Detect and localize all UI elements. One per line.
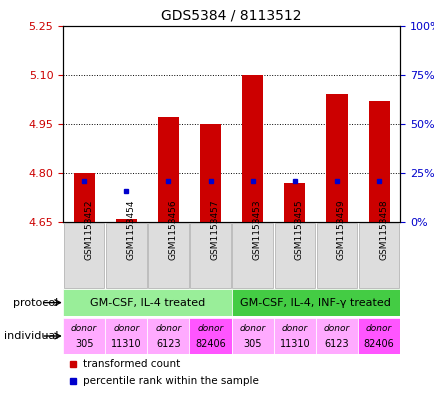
Title: GDS5384 / 8113512: GDS5384 / 8113512 — [161, 9, 301, 23]
FancyBboxPatch shape — [64, 223, 104, 288]
Text: transformed count: transformed count — [83, 359, 180, 369]
FancyBboxPatch shape — [316, 223, 356, 288]
Text: 6123: 6123 — [156, 339, 180, 349]
Text: GSM1153455: GSM1153455 — [294, 200, 303, 261]
Text: individual: individual — [4, 331, 59, 341]
Text: GM-CSF, IL-4 treated: GM-CSF, IL-4 treated — [89, 298, 204, 308]
FancyBboxPatch shape — [315, 318, 357, 354]
Text: donor: donor — [323, 324, 349, 333]
Text: GSM1153458: GSM1153458 — [378, 200, 387, 261]
Text: GSM1153454: GSM1153454 — [126, 200, 135, 260]
FancyBboxPatch shape — [63, 318, 105, 354]
FancyBboxPatch shape — [147, 318, 189, 354]
FancyBboxPatch shape — [63, 289, 231, 316]
Text: donor: donor — [155, 324, 181, 333]
Text: GSM1153459: GSM1153459 — [336, 200, 345, 261]
FancyBboxPatch shape — [190, 223, 230, 288]
Text: GSM1153456: GSM1153456 — [168, 200, 177, 261]
Text: donor: donor — [113, 324, 139, 333]
FancyBboxPatch shape — [358, 223, 398, 288]
Bar — [200, 124, 220, 222]
Bar — [368, 101, 389, 222]
FancyBboxPatch shape — [231, 318, 273, 354]
Text: 6123: 6123 — [324, 339, 349, 349]
Text: donor: donor — [197, 324, 223, 333]
FancyBboxPatch shape — [148, 223, 188, 288]
Bar — [242, 75, 263, 222]
Text: 82406: 82406 — [195, 339, 225, 349]
FancyBboxPatch shape — [189, 318, 231, 354]
Text: donor: donor — [281, 324, 307, 333]
Text: 305: 305 — [243, 339, 261, 349]
FancyBboxPatch shape — [273, 318, 315, 354]
Text: GSM1153457: GSM1153457 — [210, 200, 219, 261]
FancyBboxPatch shape — [105, 318, 147, 354]
FancyBboxPatch shape — [274, 223, 314, 288]
Text: 11310: 11310 — [279, 339, 309, 349]
Text: percentile rank within the sample: percentile rank within the sample — [83, 376, 259, 386]
FancyBboxPatch shape — [232, 223, 272, 288]
Text: 82406: 82406 — [363, 339, 394, 349]
Text: GM-CSF, IL-4, INF-γ treated: GM-CSF, IL-4, INF-γ treated — [240, 298, 391, 308]
Bar — [115, 219, 137, 222]
Bar — [73, 173, 95, 222]
Bar — [326, 94, 347, 222]
FancyBboxPatch shape — [231, 289, 399, 316]
Bar — [158, 117, 178, 222]
Text: protocol: protocol — [13, 298, 59, 308]
Text: donor: donor — [71, 324, 97, 333]
Text: donor: donor — [239, 324, 265, 333]
Bar — [284, 183, 305, 222]
Text: GSM1153452: GSM1153452 — [84, 200, 93, 260]
FancyBboxPatch shape — [357, 318, 399, 354]
Text: GSM1153453: GSM1153453 — [252, 200, 261, 261]
Text: 11310: 11310 — [111, 339, 141, 349]
Text: donor: donor — [365, 324, 391, 333]
FancyBboxPatch shape — [106, 223, 146, 288]
Text: 305: 305 — [75, 339, 93, 349]
